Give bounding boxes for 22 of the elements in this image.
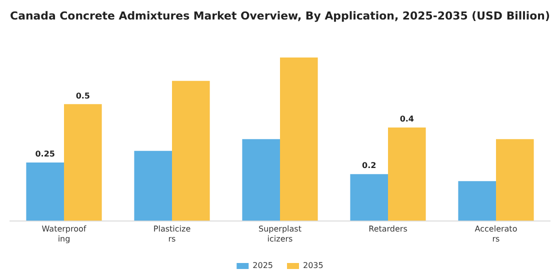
legend-label: 2035 [303,261,324,270]
x-tick-label: Accelerators [474,224,518,244]
x-tick-label: Plasticizers [153,224,191,244]
x-tick-label: Superplasticizers [258,224,302,244]
bar [496,139,534,221]
data-label: 0.4 [400,114,414,124]
bar [64,104,102,221]
bar [242,139,280,221]
data-label: 0.25 [35,150,56,159]
bar [280,58,318,221]
data-label: 0.2 [362,161,376,170]
data-label: 0.5 [76,91,90,100]
bar [388,128,426,221]
bar [172,80,210,221]
bar [26,162,64,221]
bar [458,181,496,221]
legend-label: 2025 [252,261,273,270]
bar [134,150,172,221]
chart-title: Canada Concrete Admixtures Market Overview, By Application, 2025-2035 (USD Billion) [10,9,550,22]
bar [350,174,388,221]
x-tick-label: Waterproofing [42,224,86,244]
x-tick-label: Retarders [368,224,408,234]
